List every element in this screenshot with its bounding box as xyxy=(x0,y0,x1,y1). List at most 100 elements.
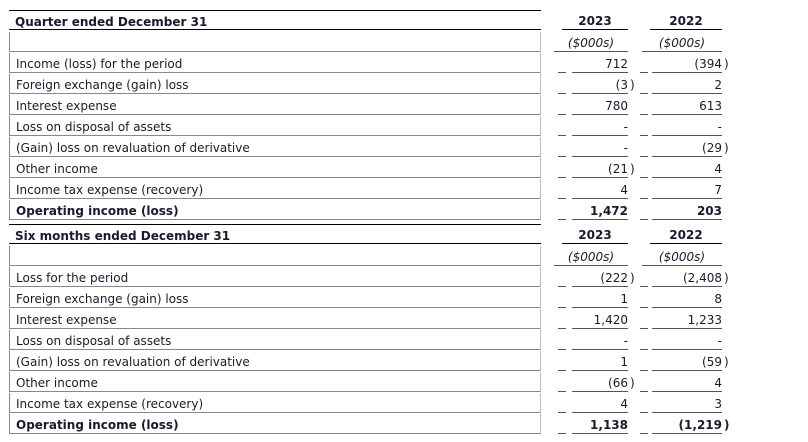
value-2022: 8 xyxy=(652,288,722,308)
underline-dash xyxy=(558,370,566,371)
six-months-table: Six months ended December 31 2023 2022 ($00… xyxy=(9,224,749,435)
value-2022: 203 xyxy=(652,200,722,220)
row-label: Other income xyxy=(9,158,541,178)
paren-close: ) xyxy=(630,78,635,92)
underline-dash xyxy=(640,72,648,73)
underline-dash xyxy=(558,93,566,94)
year-header: 2023 xyxy=(562,224,628,244)
underline-dash xyxy=(640,307,648,308)
paren-close: ) xyxy=(630,376,635,390)
units-label: ($000s) xyxy=(642,32,722,52)
blank-label xyxy=(9,32,541,52)
underline-dash xyxy=(640,370,648,371)
quarter-table: Quarter ended December 31 2023 2022 ($000s)… xyxy=(9,10,749,221)
table-row: Income (loss) for the period 712 (394) xyxy=(9,53,749,74)
paren-close: ) xyxy=(724,271,729,285)
table-row: Loss for the period (222) (2,408) xyxy=(9,267,749,288)
underline-dash xyxy=(640,391,648,392)
blank-label xyxy=(9,246,541,266)
underline-dash xyxy=(640,412,648,413)
underline-dash xyxy=(558,219,566,220)
table-row: (Gain) loss on revaluation of derivative… xyxy=(9,137,749,158)
year-header: 2022 xyxy=(650,224,722,244)
value-2022: (59 xyxy=(652,351,722,371)
value-2023: 4 xyxy=(572,179,628,199)
paren-close: ) xyxy=(724,418,730,432)
underline-dash xyxy=(640,93,648,94)
paren-close: ) xyxy=(630,271,635,285)
year-header: 2023 xyxy=(562,10,628,30)
units-row: ($000s) ($000s) xyxy=(9,32,749,53)
underline-dash xyxy=(640,114,648,115)
table-row: Operating income (loss) 1,138 (1,219) xyxy=(9,414,749,435)
value-2023: 712 xyxy=(572,53,628,73)
value-2022: 2 xyxy=(652,74,722,94)
underline-dash xyxy=(640,198,648,199)
units-label: ($000s) xyxy=(554,32,628,52)
row-label: Loss for the period xyxy=(9,267,541,287)
underline-dash xyxy=(558,72,566,73)
row-label: Income tax expense (recovery) xyxy=(9,393,541,413)
underline-dash xyxy=(640,286,648,287)
underline-dash xyxy=(558,135,566,136)
value-2023: (3 xyxy=(572,74,628,94)
year-header: 2022 xyxy=(650,10,722,30)
value-2023: 4 xyxy=(572,393,628,413)
table-row: Other income (66) 4 xyxy=(9,372,749,393)
value-2023: (21 xyxy=(572,158,628,178)
value-2022: 4 xyxy=(652,158,722,178)
row-label: Interest expense xyxy=(9,95,541,115)
underline-dash xyxy=(640,156,648,157)
underline-dash xyxy=(558,286,566,287)
table-row: Foreign exchange (gain) loss (3) 2 xyxy=(9,74,749,95)
underline-dash xyxy=(558,198,566,199)
row-label: Income (loss) for the period xyxy=(9,53,541,73)
paren-close: ) xyxy=(724,57,729,71)
row-label: (Gain) loss on revaluation of derivative xyxy=(9,137,541,157)
header-row: Quarter ended December 31 2023 2022 xyxy=(9,10,749,32)
table-row: Interest expense 1,420 1,233 xyxy=(9,309,749,330)
row-label: Operating income (loss) xyxy=(9,414,541,434)
underline-dash xyxy=(640,219,648,220)
underline-dash xyxy=(558,433,566,434)
units-label: ($000s) xyxy=(642,246,722,266)
underline-dash xyxy=(640,135,648,136)
table-row: (Gain) loss on revaluation of derivative… xyxy=(9,351,749,372)
table-row: Operating income (loss) 1,472 203 xyxy=(9,200,749,221)
row-label: Loss on disposal of assets xyxy=(9,330,541,350)
underline-dash xyxy=(640,177,648,178)
underline-dash xyxy=(640,349,648,350)
paren-close: ) xyxy=(724,141,729,155)
row-label: Income tax expense (recovery) xyxy=(9,179,541,199)
value-2023: - xyxy=(572,137,628,157)
value-2022: 7 xyxy=(652,179,722,199)
value-2023: 1 xyxy=(572,288,628,308)
underline-dash xyxy=(558,156,566,157)
value-2023: - xyxy=(572,116,628,136)
table-row: Interest expense 780 613 xyxy=(9,95,749,116)
value-2022: (29 xyxy=(652,137,722,157)
table-row: Loss on disposal of assets - - xyxy=(9,330,749,351)
underline-dash xyxy=(558,177,566,178)
underline-dash xyxy=(558,349,566,350)
value-2022: (394 xyxy=(652,53,722,73)
value-2023: 1,472 xyxy=(572,200,628,220)
row-label: Loss on disposal of assets xyxy=(9,116,541,136)
value-2022: - xyxy=(652,116,722,136)
units-row: ($000s) ($000s) xyxy=(9,246,749,267)
value-2022: 3 xyxy=(652,393,722,413)
value-2023: (66 xyxy=(572,372,628,392)
underline-dash xyxy=(640,328,648,329)
value-2023: 780 xyxy=(572,95,628,115)
section-title: Six months ended December 31 xyxy=(9,224,541,244)
value-2022: 1,233 xyxy=(652,309,722,329)
value-2023: (222 xyxy=(572,267,628,287)
value-2022: (1,219 xyxy=(652,414,722,434)
underline-dash xyxy=(640,433,648,434)
table-row: Other income (21) 4 xyxy=(9,158,749,179)
row-label: (Gain) loss on revaluation of derivative xyxy=(9,351,541,371)
row-label: Operating income (loss) xyxy=(9,200,541,220)
value-2022: 613 xyxy=(652,95,722,115)
row-label: Other income xyxy=(9,372,541,392)
row-label: Foreign exchange (gain) loss xyxy=(9,288,541,308)
